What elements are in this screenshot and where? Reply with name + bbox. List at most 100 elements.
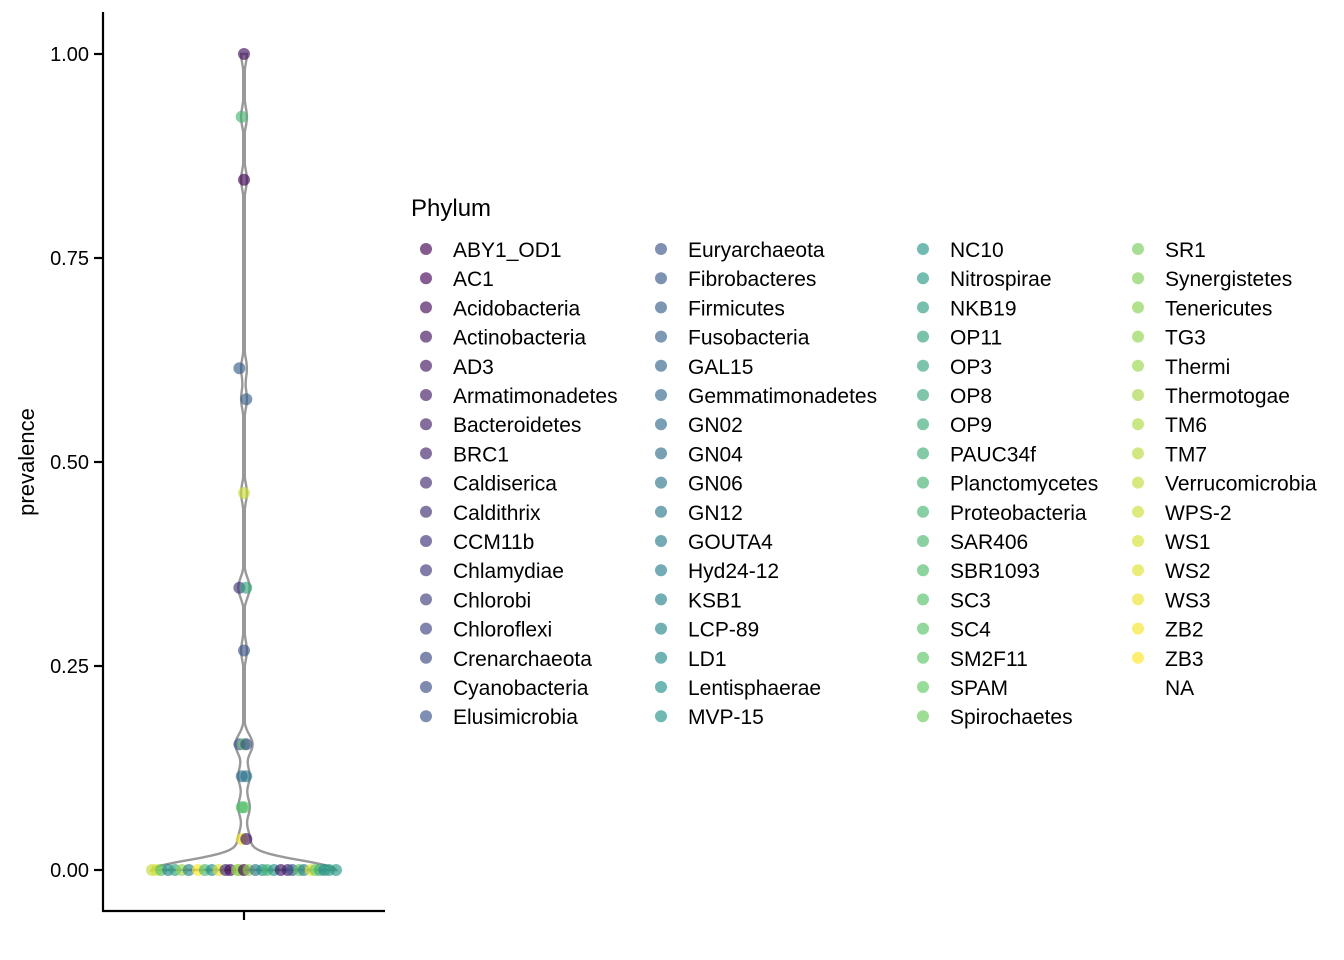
- legend-label: Acidobacteria: [453, 297, 581, 320]
- legend-key: [917, 622, 929, 635]
- data-point: [240, 393, 253, 406]
- legend-label: Proteobacteria: [950, 502, 1087, 525]
- data-point: [240, 581, 253, 594]
- legend-label: GN02: [688, 414, 743, 437]
- legend-key: [917, 505, 929, 518]
- legend-key: [917, 418, 929, 431]
- legend-key: [655, 301, 667, 314]
- legend-label: WPS-2: [1165, 502, 1232, 525]
- legend-label: GAL15: [688, 356, 753, 379]
- legend-key: [917, 301, 929, 314]
- legend-label: Chloroflexi: [453, 619, 552, 642]
- legend-label: Thermotogae: [1165, 385, 1290, 408]
- legend-key: [420, 535, 432, 547]
- legend-key: [1132, 243, 1144, 255]
- legend-key: [655, 593, 667, 606]
- legend-key: [917, 535, 929, 547]
- legend-key: [1132, 476, 1144, 489]
- legend-key: [917, 330, 929, 343]
- legend-label: Cyanobacteria: [453, 677, 589, 700]
- legend-label: Hyd24-12: [688, 560, 779, 583]
- data-point: [238, 48, 250, 60]
- legend-label: SM2F11: [950, 648, 1028, 671]
- legend-label: Spirochaetes: [950, 706, 1073, 729]
- legend-key: [655, 330, 667, 343]
- legend-key: [1132, 535, 1144, 547]
- data-point: [238, 487, 250, 499]
- legend-label: Euryarchaeota: [688, 239, 825, 262]
- legend-label: GOUTA4: [688, 531, 773, 554]
- legend-key: [1132, 301, 1144, 314]
- legend-label: NA: [1165, 677, 1194, 700]
- legend-key: [917, 272, 929, 285]
- legend-key: [917, 476, 929, 489]
- legend-label: Caldithrix: [453, 502, 541, 525]
- legend-label: Crenarchaeota: [453, 648, 592, 671]
- legend-label: CCM11b: [453, 531, 534, 554]
- legend-label: GN12: [688, 502, 743, 525]
- legend-label: ZB2: [1165, 619, 1204, 642]
- legend-key: [420, 505, 432, 518]
- legend-label: Gemmatimonadetes: [688, 385, 877, 408]
- legend-key: [655, 359, 667, 372]
- legend-label: Firmicutes: [688, 297, 785, 320]
- legend-key: [1132, 330, 1144, 343]
- legend-label: Bacteroidetes: [453, 414, 581, 437]
- legend-label: PAUC34f: [950, 443, 1036, 466]
- legend-key: [655, 710, 667, 723]
- legend-label: TG3: [1165, 327, 1206, 350]
- data-point: [182, 864, 195, 876]
- legend-key: [420, 564, 432, 577]
- legend-label: Fusobacteria: [688, 327, 810, 350]
- legend-key: [655, 389, 667, 401]
- legend-key: [1132, 359, 1144, 372]
- legend-key: [1132, 272, 1144, 285]
- legend-key: [420, 651, 432, 664]
- legend-label: TM6: [1165, 414, 1207, 437]
- legend-label: Synergistetes: [1165, 268, 1292, 291]
- legend-label: TM7: [1165, 443, 1207, 466]
- data-point: [330, 864, 342, 876]
- data-point: [233, 362, 246, 375]
- legend-label: SC4: [950, 619, 991, 642]
- legend-key: [420, 243, 432, 255]
- legend-key: [1132, 418, 1144, 431]
- legend-label: OP8: [950, 385, 992, 408]
- legend-key: [420, 418, 432, 431]
- legend-key: [655, 505, 667, 518]
- legend-label: WS3: [1165, 589, 1211, 612]
- y-tick-label: 0.25: [50, 656, 89, 678]
- legend-label: MVP-15: [688, 706, 764, 729]
- legend-key: [917, 243, 929, 255]
- legend-key: [917, 447, 929, 460]
- legend-label: GN04: [688, 443, 743, 466]
- legend-key: [1132, 505, 1144, 518]
- legend-label: OP9: [950, 414, 992, 437]
- legend-key: [420, 476, 432, 489]
- data-point: [238, 644, 250, 657]
- legend-label: Nitrospirae: [950, 268, 1052, 291]
- legend-label: SPAM: [950, 677, 1008, 700]
- legend-key: [1132, 447, 1144, 460]
- legend-label: Chlamydiae: [453, 560, 564, 583]
- legend-label: Thermi: [1165, 356, 1230, 379]
- legend-label: Elusimicrobia: [453, 706, 578, 729]
- data-point: [240, 833, 253, 845]
- legend-label: ABY1_OD1: [453, 239, 562, 262]
- legend-key: [655, 564, 667, 577]
- legend-label: ZB3: [1165, 648, 1204, 671]
- data-point: [235, 110, 248, 123]
- legend-label: BRC1: [453, 443, 509, 466]
- legend-key: [1132, 564, 1144, 577]
- legend-label: Fibrobacteres: [688, 268, 816, 291]
- legend-label: Actinobacteria: [453, 327, 586, 350]
- data-point: [238, 801, 250, 814]
- y-tick-label: 0.50: [50, 452, 89, 474]
- legend-label: SC3: [950, 589, 991, 612]
- legend-label: NC10: [950, 239, 1004, 262]
- legend-label: Armatimonadetes: [453, 385, 618, 408]
- legend-key: [420, 330, 432, 343]
- legend-key: [1132, 622, 1144, 635]
- legend-label: Chlorobi: [453, 589, 531, 612]
- legend-key: [917, 389, 929, 401]
